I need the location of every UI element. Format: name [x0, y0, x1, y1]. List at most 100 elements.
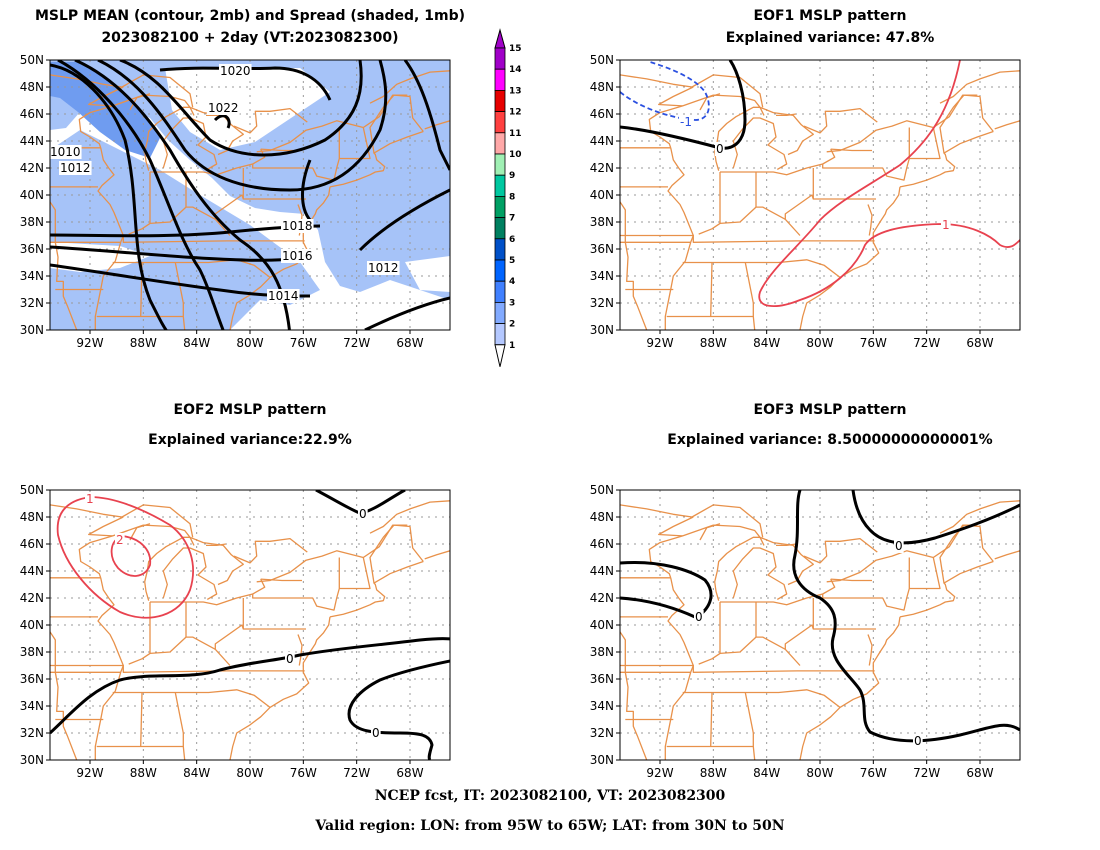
state-boundary	[826, 524, 978, 583]
panel2-map: -1 0 1 50N 48N 46N 44N 42N 40N 38N 36N 34N 32N 30N…	[590, 53, 1021, 350]
colorbar-segment	[494, 301, 506, 324]
state-boundary	[88, 86, 191, 171]
state-boundary	[994, 550, 1020, 560]
state-boundary	[939, 70, 1020, 104]
state-boundary	[899, 560, 994, 618]
contour-label-bg	[715, 142, 725, 156]
panel1-title-line2: 2023082100 + 2day (VT:2023082300)	[101, 30, 399, 46]
state-boundary	[666, 315, 756, 330]
spread-region-central	[50, 130, 320, 330]
state-boundary	[369, 524, 424, 584]
state-boundary	[822, 557, 910, 611]
state-boundary	[424, 550, 450, 560]
state-boundary	[96, 745, 186, 760]
panel3-grid	[50, 490, 450, 760]
state-boundary	[664, 147, 694, 330]
state-boundary	[186, 148, 266, 176]
contour-label-bg	[894, 539, 904, 553]
contour-label-bg	[49, 145, 82, 159]
isobar-1016-a	[97, 60, 388, 192]
state-boundary	[759, 537, 765, 546]
panel2-state-lines	[620, 70, 1020, 330]
state-boundary	[186, 578, 266, 606]
state-boundary	[759, 107, 765, 116]
state-boundary	[233, 537, 308, 564]
panel4-title-line2: Explained variance: 8.50000000000001%	[667, 432, 993, 448]
contour-label-bg	[219, 64, 252, 78]
lat-tick-label: 34N	[590, 269, 614, 283]
state-boundary	[50, 664, 305, 673]
panel1-state-lines	[50, 70, 450, 330]
lon-tick-label: 92W	[76, 336, 103, 350]
state-boundary	[189, 107, 195, 116]
lat-tick-label: 36N	[590, 242, 614, 256]
colorbar-level-label: 4	[509, 277, 515, 287]
isobar-1012-east	[301, 159, 450, 252]
colorbar-level-label: 8	[509, 192, 515, 202]
lon-tick-label: 72W	[913, 766, 940, 780]
lat-tick-label: 50N	[590, 483, 614, 497]
colorbar-segment	[494, 174, 506, 197]
panel1-title: MSLP MEAN (contour, 2mb) and Spread (sha…	[0, 8, 500, 46]
state-boundary	[784, 194, 876, 236]
state-boundary	[799, 186, 901, 330]
lon-tick-label: 84W	[753, 336, 780, 350]
lat-tick-label: 46N	[590, 107, 614, 121]
lat-tick-label: 48N	[590, 510, 614, 524]
lat-tick-label: 42N	[590, 161, 614, 175]
lon-tick-label: 84W	[753, 766, 780, 780]
colorbar-segment	[494, 90, 506, 113]
contour-label-bg	[358, 507, 368, 521]
lon-tick-label: 72W	[913, 336, 940, 350]
state-boundary	[784, 624, 876, 666]
state-boundary	[899, 130, 994, 188]
state-boundary	[698, 636, 786, 665]
isobar-1012-west	[57, 60, 225, 330]
state-boundary	[50, 631, 78, 760]
isobar-1022	[213, 114, 231, 129]
lon-tick-label: 92W	[646, 766, 673, 780]
lat-tick-label: 42N	[20, 161, 44, 175]
lat-tick-label: 44N	[20, 564, 44, 578]
contour-label-bg	[367, 261, 400, 275]
isobar-east-a	[403, 60, 450, 171]
state-boundary	[803, 107, 878, 134]
state-boundary	[620, 234, 875, 243]
colorbar-level-label: 15	[509, 44, 522, 54]
lat-tick-label: 32N	[20, 726, 44, 740]
contour-label-bg	[941, 218, 951, 232]
state-boundary	[96, 315, 186, 330]
state-boundary	[682, 689, 841, 708]
colorbar-segment	[494, 323, 506, 346]
state-boundary	[620, 664, 875, 673]
state-boundary	[867, 204, 873, 236]
state-boundary	[744, 262, 754, 317]
colorbar-segment	[494, 238, 506, 261]
state-boundary	[369, 500, 450, 534]
eof1-zero-contour	[620, 60, 747, 150]
state-boundary	[664, 577, 694, 760]
eof3-zero-west-a	[620, 560, 713, 617]
panel2-contour-labels: -1 0 1	[679, 115, 951, 232]
state-boundary	[776, 543, 797, 547]
state-boundary	[112, 689, 271, 708]
panel3-title-line1: EOF2 MSLP pattern	[173, 402, 327, 418]
lat-tick-label: 34N	[20, 699, 44, 713]
contour-label-bg	[679, 115, 693, 129]
contour-label-bg	[285, 652, 295, 666]
lat-tick-label: 48N	[20, 510, 44, 524]
contour-label-bg	[281, 219, 314, 233]
eof1-positive-contour	[758, 60, 1020, 307]
lon-tick-label: 88W	[130, 336, 157, 350]
eof2-zero-south	[50, 637, 450, 735]
lat-tick-label: 44N	[590, 564, 614, 578]
contour-label-1022: 1022	[208, 101, 239, 115]
state-boundary	[756, 578, 836, 606]
state-boundary	[867, 634, 873, 666]
lon-tick-label: 68W	[396, 766, 423, 780]
state-boundary	[620, 201, 648, 330]
contour-label-1010: 1010	[50, 145, 81, 159]
state-boundary	[174, 262, 184, 317]
contour-label-1020: 1020	[220, 64, 251, 78]
